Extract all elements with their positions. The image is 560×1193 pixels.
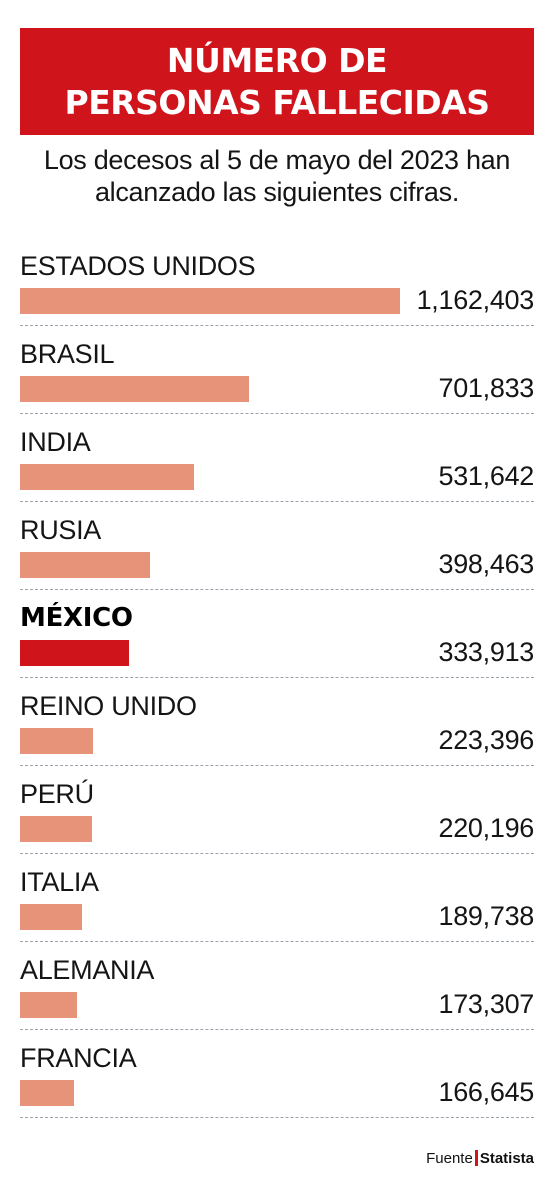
source-name: Statista: [479, 1150, 534, 1167]
bar-row: PERÚ 220,196: [20, 766, 534, 854]
data-label: 398,463: [438, 549, 535, 579]
bar-row: FRANCIA 166,645: [20, 1030, 534, 1118]
chart-subtitle: Los decesos al 5 de mayo del 2023 han al…: [20, 144, 534, 208]
category-label: ITALIA: [20, 867, 99, 897]
bar-row: RUSIA 398,463: [20, 502, 534, 590]
bar-row: REINO UNIDO 223,396: [20, 678, 534, 766]
category-label: ALEMANIA: [20, 955, 155, 985]
bar: [20, 728, 93, 754]
category-label: REINO UNIDO: [20, 691, 197, 721]
data-label: 173,307: [438, 989, 535, 1019]
subtitle-line-1: Los decesos al 5 de mayo del 2023 han: [43, 145, 511, 175]
row-divider: [20, 1117, 534, 1118]
bar-row: ITALIA 189,738: [20, 854, 534, 942]
category-label: RUSIA: [20, 515, 102, 545]
category-label: INDIA: [20, 427, 91, 457]
title-banner: NÚMERO DE PERSONAS FALLECIDAS: [20, 28, 534, 135]
bar: [20, 288, 400, 314]
row-divider: [20, 853, 534, 854]
data-label: 166,645: [438, 1077, 535, 1107]
row-divider: [20, 941, 534, 942]
category-label: ESTADOS UNIDOS: [20, 251, 256, 281]
bar: [20, 904, 82, 930]
source-label: Fuente: [426, 1150, 473, 1167]
bar-row: ESTADOS UNIDOS 1,162,403: [20, 238, 534, 326]
row-divider: [20, 413, 534, 414]
data-label: 189,738: [438, 901, 535, 931]
bar: [20, 1080, 74, 1106]
data-label: 1,162,403: [416, 285, 535, 315]
bar-row: BRASIL 701,833: [20, 326, 534, 414]
bar: [20, 816, 92, 842]
data-label: 220,196: [438, 813, 535, 843]
data-label: 701,833: [438, 373, 535, 403]
bar: [20, 464, 194, 490]
bar: [20, 552, 150, 578]
bar-row: MÉXICO 333,913: [20, 590, 534, 678]
bar-chart: ESTADOS UNIDOS 1,162,403 BRASIL 701,833 INDI…: [20, 238, 534, 1118]
source-credit: Fuente Statista: [426, 1150, 534, 1168]
row-divider: [20, 325, 534, 326]
row-divider: [20, 501, 534, 502]
category-label: MÉXICO: [20, 603, 133, 633]
data-label: 531,642: [438, 461, 535, 491]
bar: [20, 640, 129, 666]
category-label: PERÚ: [20, 779, 94, 809]
data-label: 333,913: [438, 637, 535, 667]
row-divider: [20, 765, 534, 766]
bar-row: ALEMANIA 173,307: [20, 942, 534, 1030]
row-divider: [20, 589, 534, 590]
chart-title-line-1: NÚMERO DE: [166, 40, 388, 80]
category-label: BRASIL: [20, 339, 115, 369]
bar: [20, 992, 77, 1018]
row-divider: [20, 1029, 534, 1030]
data-label: 223,396: [438, 725, 535, 755]
chart-title-line-2: PERSONAS FALLECIDAS: [64, 82, 490, 122]
source-separator: [474, 1150, 478, 1166]
subtitle-line-2: alcanzado las siguientes cifras.: [94, 177, 460, 207]
row-divider: [20, 677, 534, 678]
bar-row: INDIA 531,642: [20, 414, 534, 502]
bar: [20, 376, 249, 402]
category-label: FRANCIA: [20, 1043, 137, 1073]
